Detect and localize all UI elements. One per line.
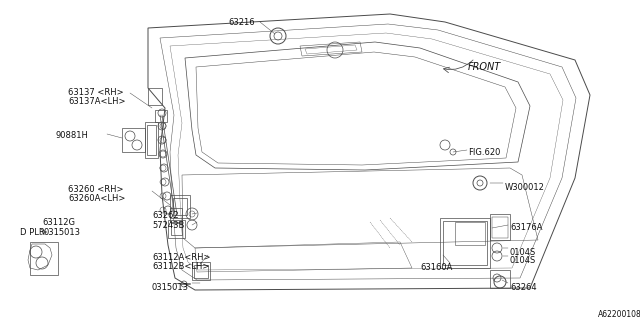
- Text: 0315013: 0315013: [152, 283, 189, 292]
- Text: 0104S: 0104S: [510, 248, 536, 257]
- Text: 63137 <RH>: 63137 <RH>: [68, 88, 124, 97]
- Text: 0104S: 0104S: [510, 256, 536, 265]
- Text: 57243B: 57243B: [152, 221, 184, 230]
- Text: 63137A<LH>: 63137A<LH>: [68, 97, 125, 106]
- Text: FIG.620: FIG.620: [468, 148, 500, 157]
- Text: 63160A: 63160A: [420, 263, 452, 272]
- Text: A622001081: A622001081: [598, 310, 640, 319]
- Text: 63112A<RH>: 63112A<RH>: [152, 253, 211, 262]
- Text: D PLR: D PLR: [20, 228, 45, 237]
- Text: 63112G: 63112G: [42, 218, 75, 227]
- Text: 0315013: 0315013: [44, 228, 81, 237]
- Text: 63176A: 63176A: [510, 223, 543, 232]
- Text: FRONT: FRONT: [468, 62, 501, 72]
- Text: 63112B<LH>: 63112B<LH>: [152, 262, 209, 271]
- Text: 63262: 63262: [152, 211, 179, 220]
- Text: 63260A<LH>: 63260A<LH>: [68, 194, 125, 203]
- Text: W300012: W300012: [505, 183, 545, 192]
- Text: 63260 <RH>: 63260 <RH>: [68, 185, 124, 194]
- Text: 63216: 63216: [228, 18, 255, 27]
- Text: 63264: 63264: [510, 283, 536, 292]
- Text: 90881H: 90881H: [55, 131, 88, 140]
